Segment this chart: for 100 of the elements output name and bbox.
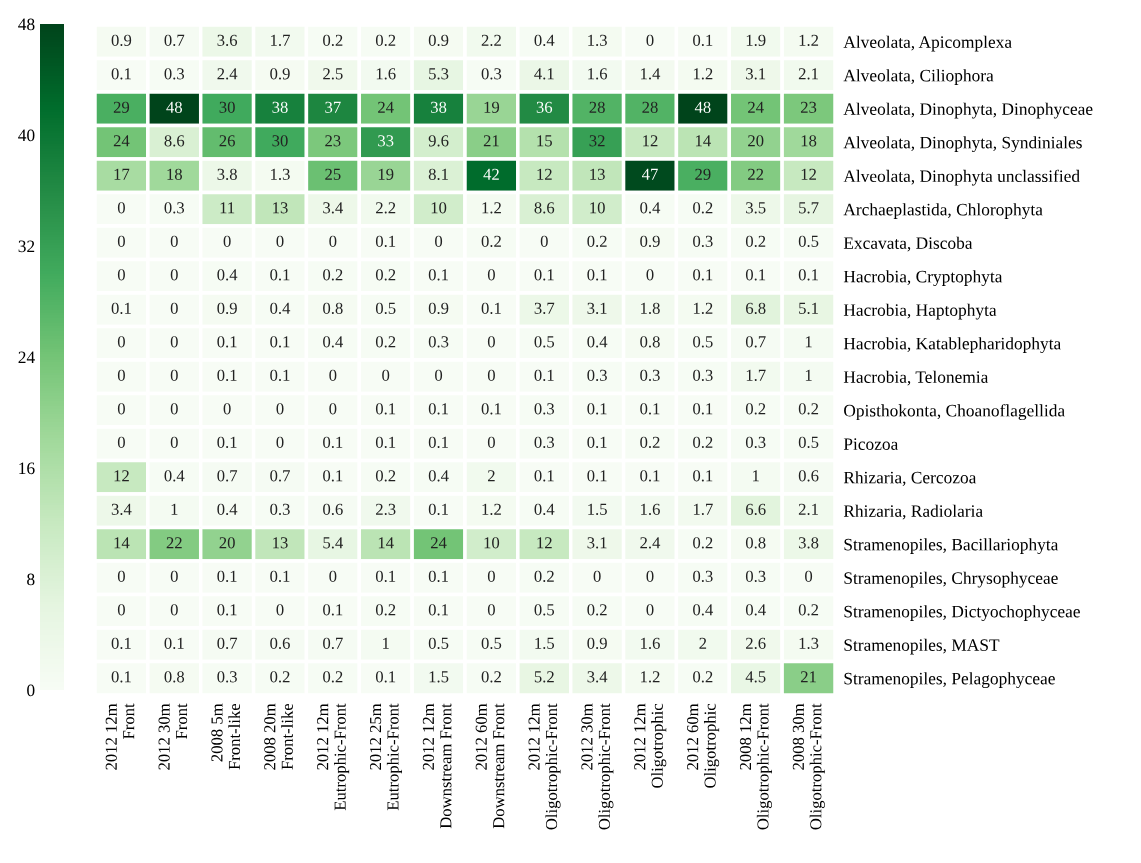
data-label: 0.2 [798,403,819,415]
data-label: 2 [487,470,495,482]
data-label: 3.7 [534,302,555,314]
data-label: 0.1 [640,403,660,415]
y-tick-label: Stramenopiles, Bacillariophyta [844,538,1059,555]
data-label: 0.3 [587,369,607,381]
data-label: 0.7 [745,336,766,348]
data-label: 0.1 [428,403,448,415]
data-label: 0.1 [111,671,131,683]
data-label: 0.2 [693,202,713,214]
data-label: 0.1 [693,403,713,415]
data-label: 0.1 [270,336,290,348]
data-label: 3.8 [798,537,819,549]
data-label: 0 [170,436,178,448]
data-label: 0.1 [111,68,131,80]
data-label: 2.6 [746,637,766,649]
data-label: 13 [273,202,288,214]
data-label: 0.3 [640,369,660,381]
data-label: 0.1 [693,269,713,281]
data-label: 0.1 [270,570,290,582]
data-label: 10 [590,202,605,214]
data-label: 0 [276,403,284,415]
x-tick-label: 2008 30m Oligotrophic-Front [792,703,825,830]
data-label: 0 [117,369,125,381]
data-label: 1.2 [693,302,713,314]
data-label: 0.3 [745,570,766,582]
x-tick-label: 2012 25m Eutrophic-Front [369,703,402,811]
data-label: 19 [378,168,394,180]
data-label: 0.2 [693,671,713,683]
data-label: 1 [753,470,759,482]
data-label: 26 [219,135,235,147]
data-label: 3.4 [323,202,344,214]
data-label: 1.6 [641,637,660,649]
data-label: 29 [113,101,130,113]
data-label: 0.1 [428,570,448,582]
data-label: 1.7 [271,34,290,46]
data-label: 0.9 [587,637,607,649]
data-label: 2.3 [376,503,396,515]
data-label: 0.5 [481,637,502,649]
data-label: 0.7 [217,637,238,649]
data-label: 14 [695,135,711,147]
data-label: 0.3 [270,503,290,515]
data-label: 0 [382,369,390,381]
data-label: 4.1 [534,68,554,80]
data-label: 0.3 [164,68,185,80]
data-label: 6.8 [746,302,766,314]
data-label: 0.6 [323,503,343,515]
data-label: 0.2 [798,604,819,616]
y-tick-label: Picozoa [843,438,899,450]
data-label: 0.1 [323,436,343,448]
y-tick-label: Alveolata, Dinophyta unclassified [843,169,1080,186]
data-label: 0.1 [375,403,396,415]
data-label: 0.2 [587,604,607,616]
data-label: 13 [590,168,605,180]
data-label: 10 [431,202,447,214]
data-label: 0.4 [428,470,449,482]
data-label: 0 [170,570,178,582]
data-label: 0.2 [375,269,396,281]
data-label: 2.2 [376,202,396,214]
color-bar-label: 48 [18,18,35,31]
data-label: 0 [435,235,443,247]
data-label: 1.6 [641,503,660,515]
data-label: 0.6 [798,470,819,482]
data-label: 14 [378,537,394,549]
data-label: 0.1 [428,604,448,616]
data-label: 0.2 [323,671,343,683]
data-label: 1.2 [799,34,819,46]
data-label: 0.2 [270,671,290,683]
data-label: 0 [117,436,125,448]
data-label: 0.1 [534,269,554,281]
data-label: 0 [117,336,125,348]
data-label: 0.1 [693,470,713,482]
data-label: 0.1 [640,470,660,482]
data-label: 0.3 [693,235,713,247]
data-label: 0.1 [534,470,554,482]
data-label: 24 [113,135,130,147]
data-label: 0 [646,34,654,46]
data-label: 0.7 [217,470,238,482]
data-label: 0 [117,570,125,582]
data-label: 0 [646,570,654,582]
y-tick-label: Archaeplastida, Chlorophyta [843,203,1043,220]
x-tick-label: 2012 12m Oligotrophic-Front [528,703,561,830]
data-label: 0 [170,235,178,247]
data-label: 1 [171,503,178,515]
data-label: 0.4 [693,604,714,616]
data-label: 0.3 [481,68,502,80]
data-label: 42 [483,168,499,180]
data-label: 1.8 [641,302,660,314]
data-label: 1 [383,637,389,649]
data-label: 0.1 [375,235,396,247]
data-label: 0.3 [217,671,237,683]
data-label: 10 [484,537,500,549]
data-label: 9.6 [428,135,449,147]
data-label: 0.8 [640,336,660,348]
data-label: 0.1 [428,436,448,448]
data-label: 0.1 [428,269,448,281]
data-label: 0.1 [323,604,343,616]
data-label: 0.4 [217,269,238,281]
y-tick-label: Stramenopiles, Chrysophyceae [844,571,1058,588]
data-label: 0.1 [428,503,448,515]
